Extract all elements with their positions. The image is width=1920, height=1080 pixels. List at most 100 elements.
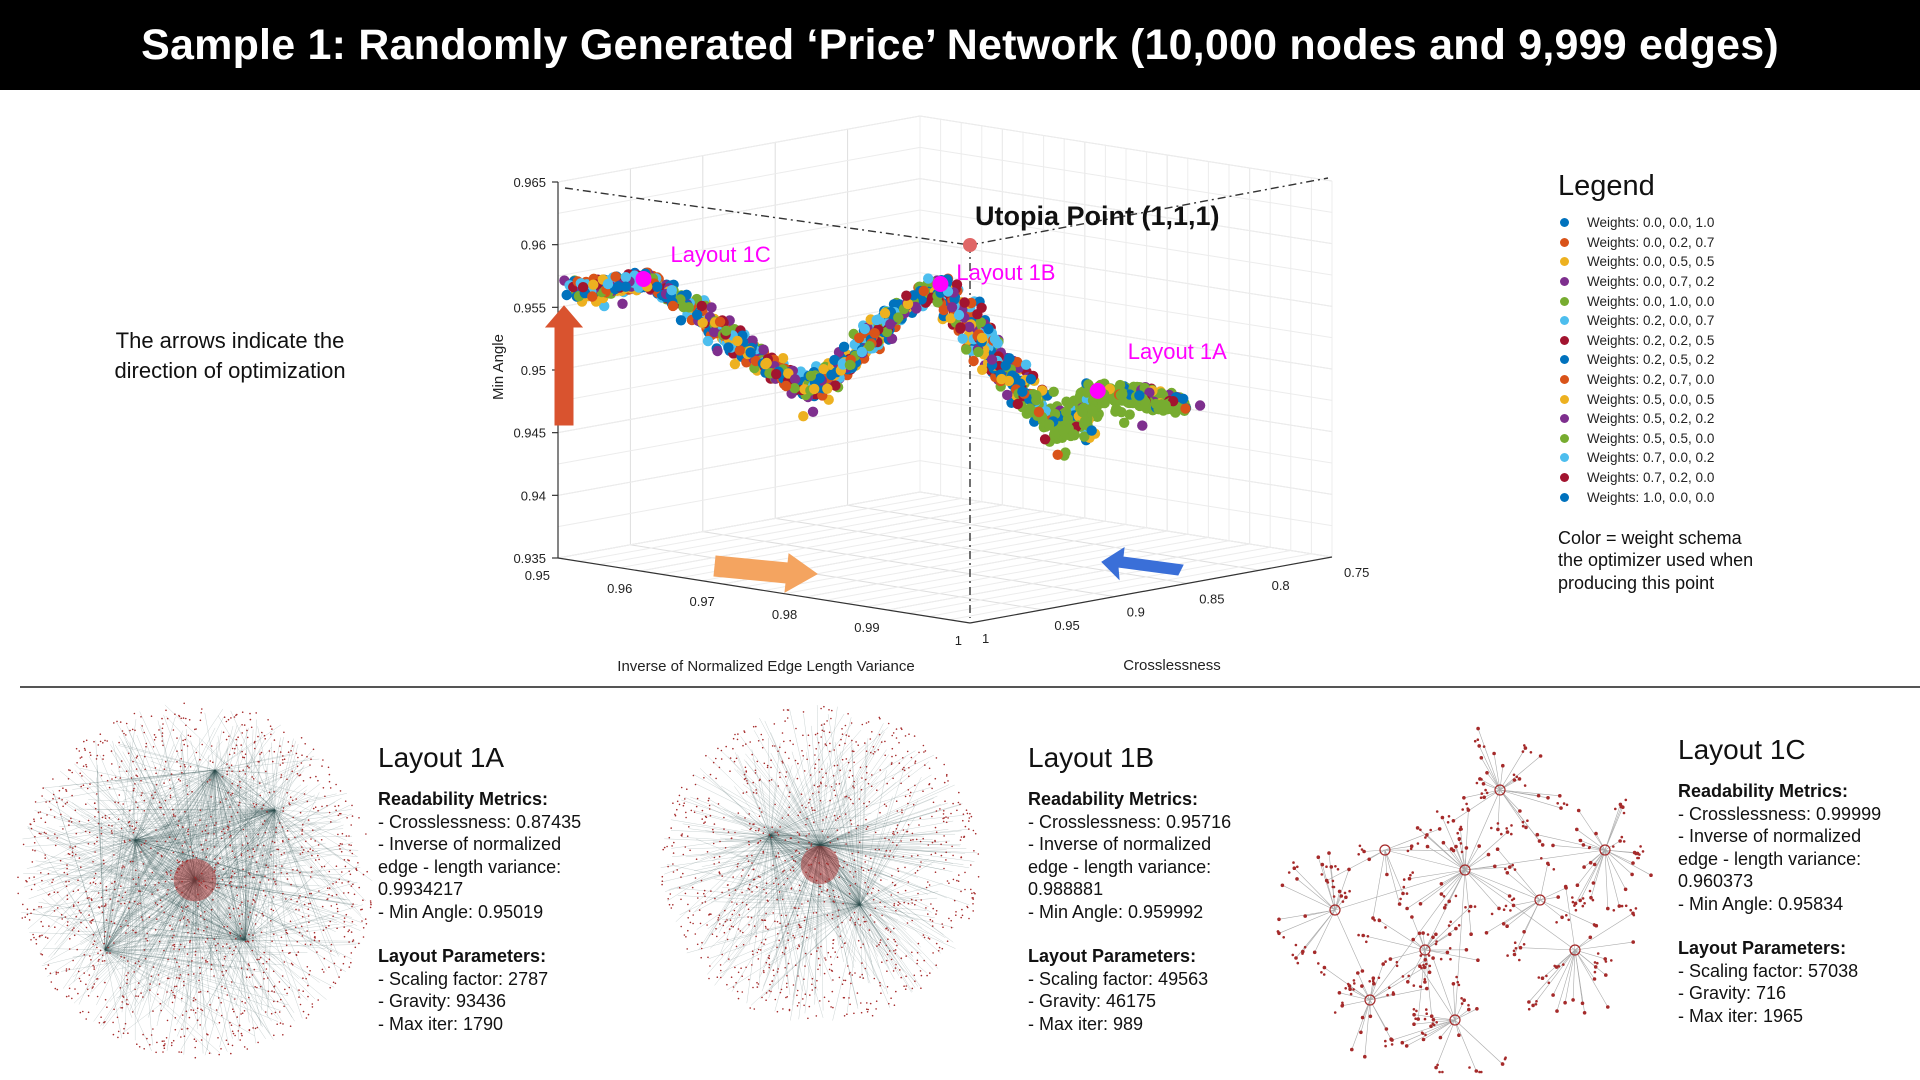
x-tick-label: 0.99 — [854, 620, 879, 635]
network-node — [273, 791, 275, 793]
network-node — [220, 1048, 222, 1050]
network-edge — [134, 839, 138, 938]
network-edge — [138, 769, 216, 927]
network-node — [270, 920, 272, 922]
network-edge — [244, 915, 330, 941]
network-node — [178, 977, 180, 979]
scatter-point — [599, 300, 610, 312]
network-node — [352, 939, 355, 941]
network-node — [279, 751, 282, 753]
network-node — [210, 908, 213, 911]
scatter-point — [1048, 386, 1059, 397]
scatter-point — [1002, 389, 1013, 401]
network-node — [176, 760, 178, 763]
network-node — [931, 841, 934, 844]
network-node — [29, 823, 31, 825]
network-node — [144, 768, 146, 771]
network-node — [188, 921, 190, 923]
network-node — [220, 1001, 222, 1004]
network-edge — [111, 809, 276, 835]
network-edge — [244, 939, 335, 988]
network-edge — [24, 809, 276, 888]
network-node — [186, 1027, 189, 1030]
network-edge — [104, 769, 216, 877]
network-node — [849, 884, 852, 887]
y-tick-label: 1 — [982, 631, 989, 646]
network-edge — [217, 886, 246, 941]
network-node — [123, 956, 126, 959]
network-edge — [769, 834, 773, 902]
network-node — [86, 787, 89, 790]
network-edge — [194, 826, 326, 881]
network-node — [369, 906, 372, 909]
network-node — [881, 914, 883, 917]
scatter-point — [745, 347, 756, 358]
network-edge — [194, 879, 351, 901]
network-node — [78, 977, 81, 980]
network-node — [256, 986, 258, 989]
network-edge — [806, 783, 861, 906]
network-edge — [694, 844, 821, 912]
network-edge — [134, 730, 184, 841]
network-edge — [36, 865, 246, 941]
network-node — [370, 902, 372, 904]
network-edge — [859, 744, 867, 906]
network-edge — [819, 844, 966, 854]
network-node — [804, 916, 806, 918]
network-nodes — [17, 702, 372, 1059]
network-node — [132, 789, 135, 792]
scatter-point — [1068, 429, 1080, 440]
legend-dot-icon — [1560, 492, 1569, 502]
network-node — [181, 1014, 184, 1016]
network-edge — [819, 782, 897, 846]
network-edge — [769, 804, 846, 836]
network-node — [35, 943, 38, 945]
legend-item: Weights: 0.2, 0.5, 0.2 — [1558, 350, 1808, 370]
network-edge — [666, 864, 861, 906]
network-edge — [102, 879, 196, 1026]
network-edge — [769, 834, 807, 998]
network-node — [939, 808, 941, 810]
network-node — [87, 1011, 90, 1014]
network-edge — [157, 720, 196, 881]
wall-minor-gridline — [919, 303, 1333, 370]
network-node — [688, 826, 690, 828]
network-edge — [819, 749, 887, 846]
network-node — [362, 873, 365, 876]
network-node — [328, 773, 331, 776]
network-node — [267, 879, 270, 881]
network-node — [350, 844, 352, 846]
wall-minor-gridline — [919, 397, 1333, 464]
network-node — [48, 893, 51, 895]
network-node — [71, 997, 73, 1000]
network-node — [223, 926, 225, 928]
network-node — [282, 807, 285, 809]
network-node — [244, 876, 246, 878]
network-edge — [727, 844, 821, 893]
network-node — [329, 787, 332, 789]
network-node — [942, 926, 944, 928]
network-edge — [264, 801, 276, 811]
network-node — [120, 760, 123, 762]
network-edge — [112, 939, 246, 942]
network-node — [240, 1032, 243, 1035]
network-edge — [745, 753, 821, 846]
network-edge — [104, 949, 226, 972]
network-edge — [738, 834, 771, 887]
network-node — [295, 798, 298, 800]
network-edge — [819, 813, 857, 846]
network-node — [940, 843, 942, 846]
network-edge — [23, 873, 196, 881]
network-node — [277, 848, 280, 851]
network-node — [242, 868, 244, 871]
z-tick-label: 0.96 — [521, 238, 546, 253]
network-node — [83, 972, 85, 974]
wall-minor-gridline — [557, 366, 921, 434]
network-node — [170, 989, 173, 992]
network-edge — [104, 918, 253, 951]
network-node — [328, 887, 331, 889]
network-edge — [760, 886, 861, 906]
network-edge — [134, 839, 336, 957]
network-edge — [99, 809, 276, 849]
network-node — [295, 752, 298, 755]
